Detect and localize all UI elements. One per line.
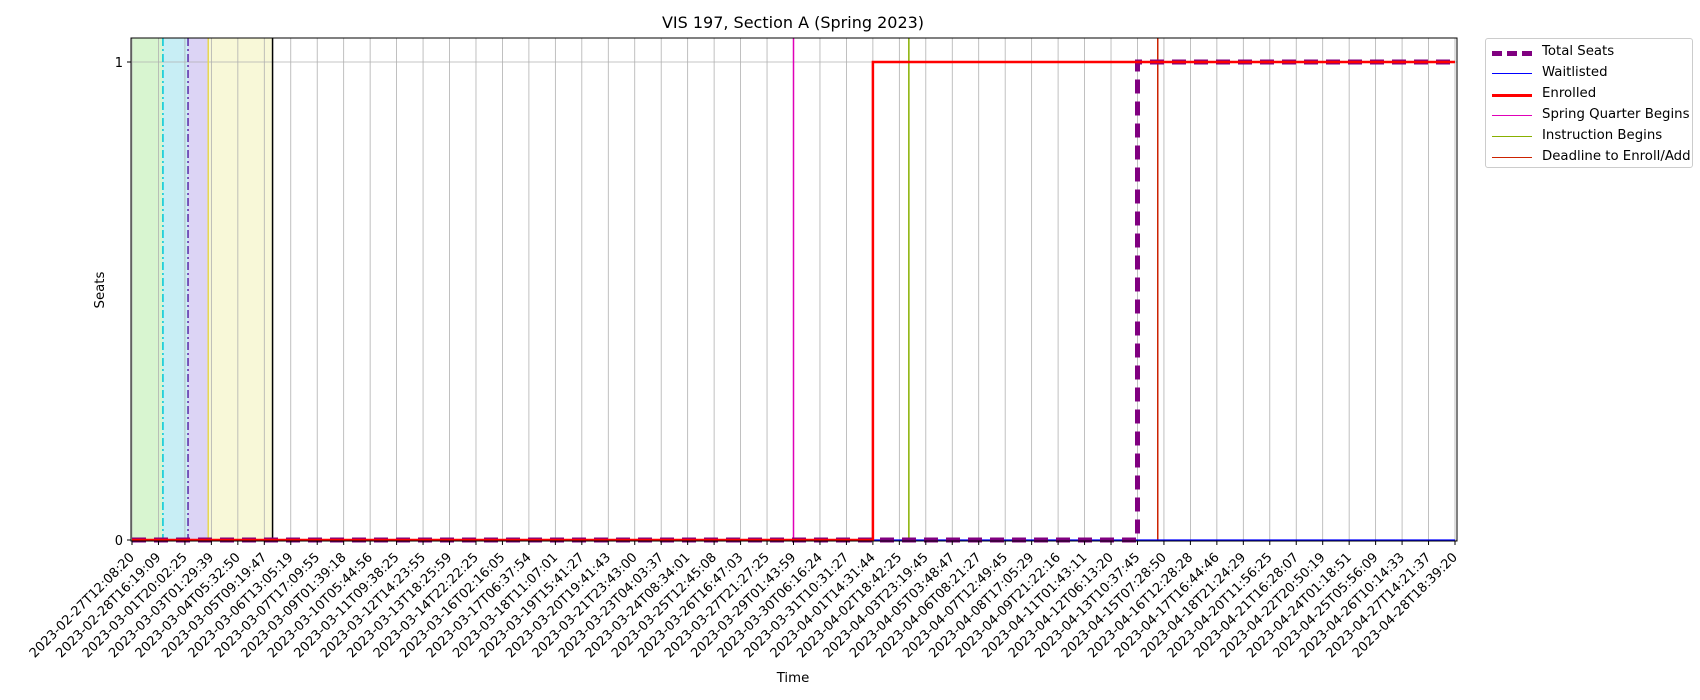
shaded-regions — [132, 38, 273, 541]
legend-label: Waitlisted — [1542, 65, 1608, 80]
event-markers — [162, 38, 1159, 541]
legend-item: Spring Quarter Begins — [1486, 106, 1692, 126]
legend-swatch — [1492, 50, 1532, 56]
grid-lines — [131, 38, 1457, 541]
legend-swatch — [1492, 136, 1532, 138]
legend-item: Enrolled — [1486, 85, 1692, 105]
legend-swatch — [1492, 73, 1532, 75]
legend-swatch — [1492, 157, 1532, 159]
legend-swatch — [1492, 93, 1532, 97]
shaded-region-2 — [162, 38, 189, 541]
series-enrolled — [132, 60, 1455, 542]
x-axis-label: Time — [776, 671, 810, 686]
chart-title: VIS 197, Section A (Spring 2023) — [662, 13, 924, 32]
legend-item: Deadline to Enroll/Add — [1486, 148, 1692, 168]
shaded-region-3 — [188, 38, 209, 541]
legend-label: Instruction Begins — [1542, 128, 1663, 143]
legend-label: Deadline to Enroll/Add — [1542, 149, 1691, 164]
legend-label: Total Seats — [1542, 44, 1615, 59]
series-total-seats — [132, 59, 1455, 543]
shaded-region-1 — [132, 38, 163, 541]
y-tick-label: 0 — [115, 534, 123, 549]
y-axis-label: Seats — [93, 271, 108, 308]
legend-label: Spring Quarter Begins — [1542, 107, 1690, 122]
series-lines — [132, 59, 1455, 543]
legend-item: Total Seats — [1486, 43, 1692, 63]
y-tick-label: 1 — [115, 56, 123, 71]
legend-swatch — [1492, 115, 1532, 117]
legend-label: Enrolled — [1542, 86, 1597, 101]
axis-ticks: 2023-02-27T12:08:202023-02-28T16:19:0920… — [27, 56, 1461, 661]
legend-item: Waitlisted — [1486, 64, 1692, 84]
legend-item: Instruction Begins — [1486, 127, 1692, 147]
shaded-region-4 — [208, 38, 273, 541]
legend: Total Seats Waitlisted Enrolled Spring Quar… — [1485, 38, 1693, 168]
